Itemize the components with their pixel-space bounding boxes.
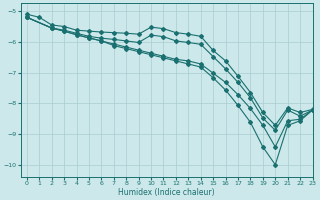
X-axis label: Humidex (Indice chaleur): Humidex (Indice chaleur)	[118, 188, 215, 197]
